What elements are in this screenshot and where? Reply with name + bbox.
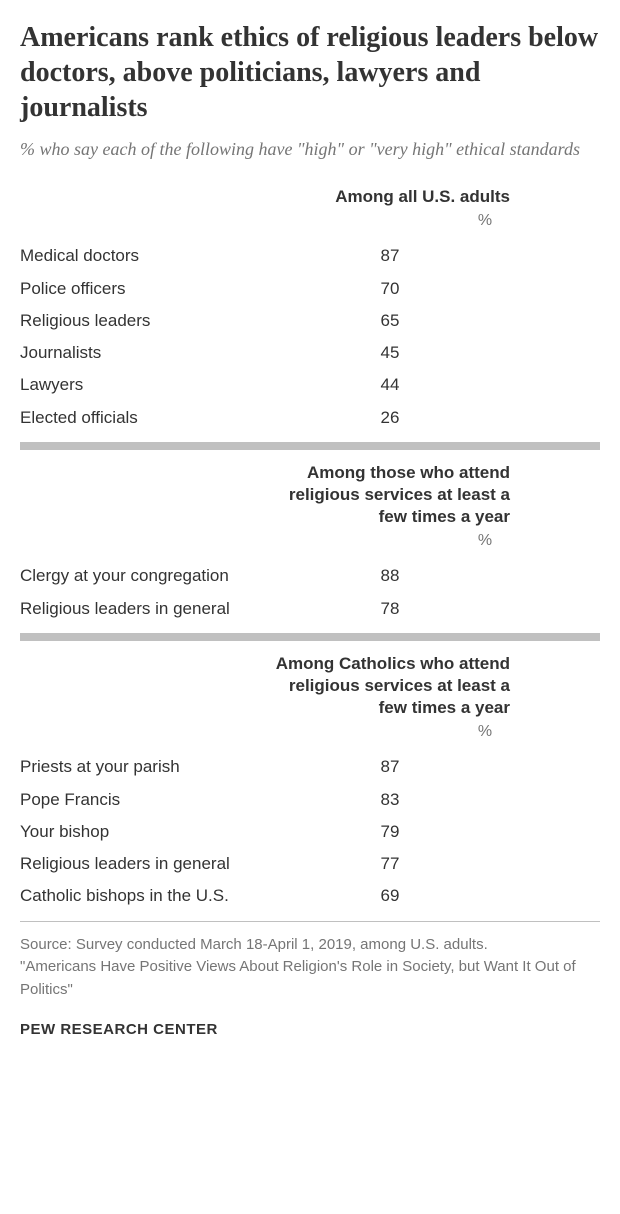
table-row: Elected officials26 [20, 402, 600, 434]
row-label: Pope Francis [20, 784, 300, 816]
section-divider [20, 633, 600, 641]
row-value: 69 [300, 880, 480, 912]
table-row: Religious leaders65 [20, 305, 600, 337]
row-label: Elected officials [20, 402, 300, 434]
row-value: 44 [300, 369, 480, 401]
row-label: Priests at your parish [20, 751, 300, 783]
section-block: Among all U.S. adults% Medical doctors87P… [20, 186, 600, 434]
footer-divider [20, 921, 600, 922]
row-value: 88 [300, 560, 480, 592]
section-block: Among Catholics who attend religious ser… [20, 653, 600, 913]
sections-container: Among all U.S. adults%Medical doctors87P… [20, 186, 600, 913]
percent-label: % [20, 723, 600, 741]
row-label: Journalists [20, 337, 300, 369]
source-line-1: Source: Survey conducted March 18-April … [20, 936, 488, 953]
row-value: 65 [300, 305, 480, 337]
row-label: Your bishop [20, 816, 300, 848]
table-row: Medical doctors87 [20, 240, 600, 272]
row-label: Catholic bishops in the U.S. [20, 880, 300, 912]
section-divider [20, 442, 600, 450]
footer-brand: PEW RESEARCH CENTER [20, 1021, 600, 1038]
table-row: Clergy at your congregation88 [20, 560, 600, 592]
section-header: Among those who attend religious service… [20, 462, 600, 528]
row-label: Police officers [20, 273, 300, 305]
section-block: Among those who attend religious service… [20, 462, 600, 625]
table-row: Lawyers44 [20, 369, 600, 401]
row-label: Religious leaders in general [20, 593, 300, 625]
percent-label: % [20, 212, 600, 230]
row-value: 87 [300, 751, 480, 783]
row-value: 70 [300, 273, 480, 305]
page-title: Americans rank ethics of religious leade… [20, 20, 600, 125]
row-label: Medical doctors [20, 240, 300, 272]
table-row: Priests at your parish87 [20, 751, 600, 783]
row-value: 45 [300, 337, 480, 369]
row-value: 78 [300, 593, 480, 625]
row-value: 77 [300, 848, 480, 880]
row-label: Religious leaders [20, 305, 300, 337]
row-label: Clergy at your congregation [20, 560, 300, 592]
row-label: Lawyers [20, 369, 300, 401]
row-value: 26 [300, 402, 480, 434]
table-row: Police officers70 [20, 273, 600, 305]
source-note: Source: Survey conducted March 18-April … [20, 934, 600, 1002]
table-row: Your bishop79 [20, 816, 600, 848]
section-header: Among all U.S. adults [20, 186, 600, 208]
subtitle: % who say each of the following have "hi… [20, 137, 600, 162]
row-value: 87 [300, 240, 480, 272]
table-row: Pope Francis83 [20, 784, 600, 816]
section-header: Among Catholics who attend religious ser… [20, 653, 600, 719]
table-row: Journalists45 [20, 337, 600, 369]
row-value: 79 [300, 816, 480, 848]
table-row: Catholic bishops in the U.S.69 [20, 880, 600, 912]
percent-label: % [20, 532, 600, 550]
source-line-2: "Americans Have Positive Views About Rel… [20, 958, 576, 998]
row-value: 83 [300, 784, 480, 816]
table-row: Religious leaders in general77 [20, 848, 600, 880]
row-label: Religious leaders in general [20, 848, 300, 880]
table-row: Religious leaders in general78 [20, 593, 600, 625]
